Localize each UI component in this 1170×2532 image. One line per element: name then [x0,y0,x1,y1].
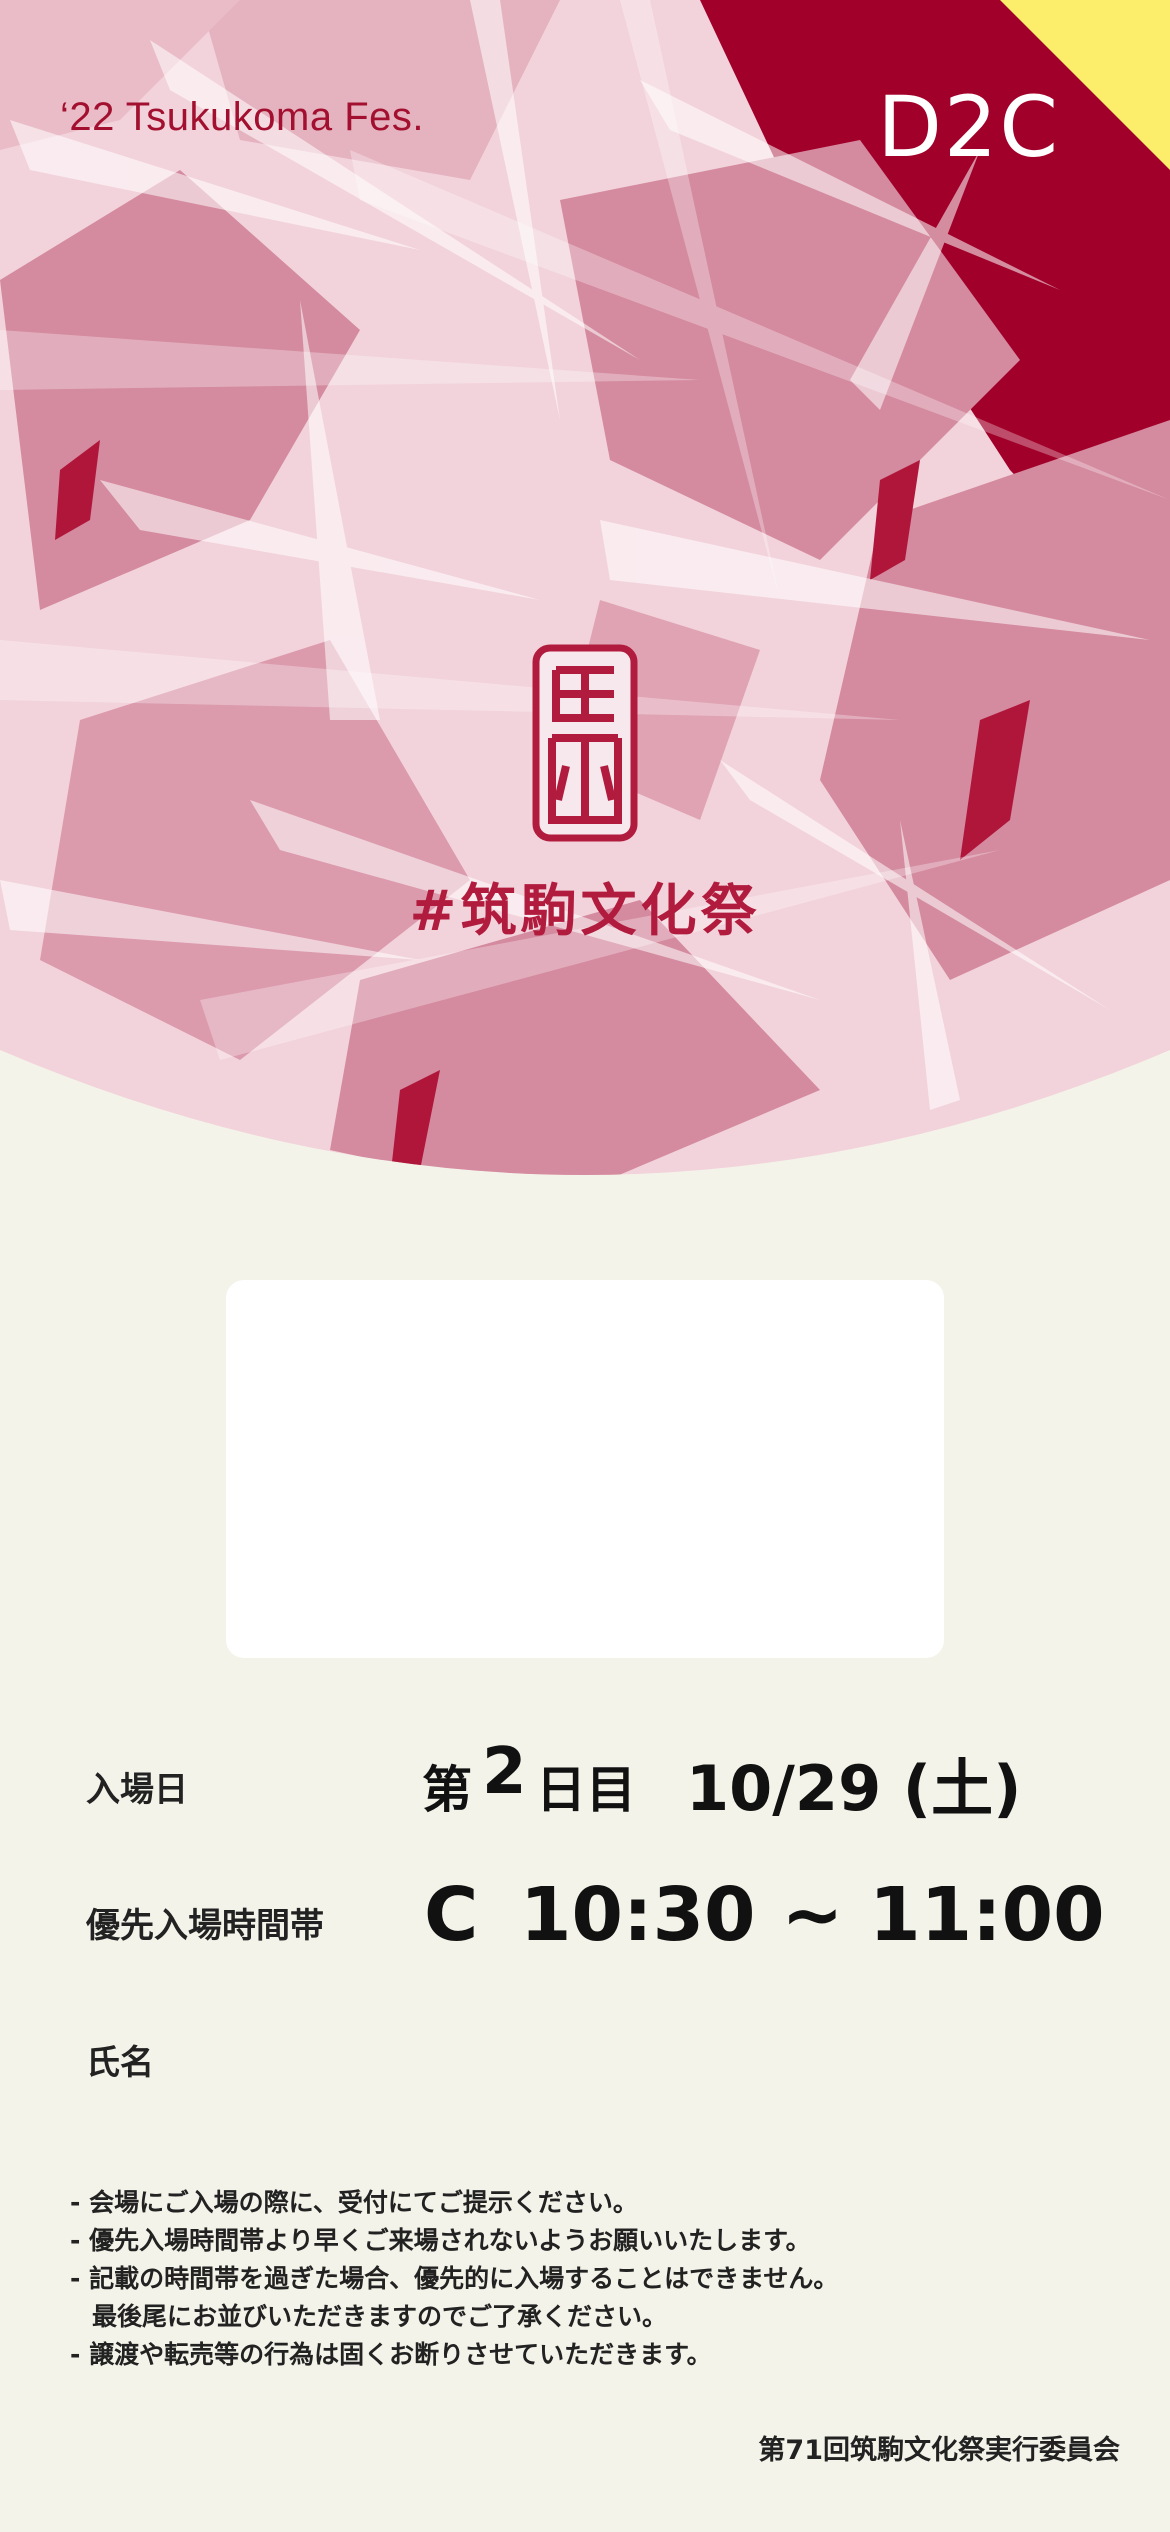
note-item: 最後尾にお並びいただきますのでご了承ください。 [92,2302,668,2331]
note-item: - 記載の時間帯を過ぎた場合、優先的に入場することはできません。 [70,2264,839,2293]
priority-slot-label: 優先入場時間帯 [86,1906,324,1946]
entry-day-suffix: 日目 [536,1761,636,1819]
notes-list: - 会場にご入場の際に、受付にてご提示ください。 - 優先入場時間帯より早くご来… [70,2184,1110,2374]
festival-name: ‘22 Tsukukoma Fes. [60,95,424,139]
committee-name: 第71回筑駒文化祭実行委員会 [758,2435,1120,2466]
qr-code-area [226,1280,944,1658]
name-label: 氏名 [86,2043,154,2083]
seal-logo [532,644,638,842]
entry-date: 10/29 (土) [686,1752,1022,1825]
note-item: - 優先入場時間帯より早くご来場されないようお願いいたします。 [70,2226,811,2255]
priority-slot-letter: C [424,1872,479,1958]
festival-hashtag: #筑駒文化祭 [409,879,761,944]
entry-day-label: 入場日 [86,1770,188,1810]
entry-day-prefix: 第 [422,1761,472,1819]
entry-day-number: 2 [482,1735,527,1809]
ticket-code: D2C [877,78,1060,176]
hero-artwork [0,0,1170,1175]
note-item: - 会場にご入場の際に、受付にてご提示ください。 [70,2188,638,2217]
note-item: - 譲渡や転売等の行為は固くお断りさせていただきます。 [70,2340,712,2369]
priority-slot-time: 10:30 ~ 11:00 [520,1872,1105,1958]
